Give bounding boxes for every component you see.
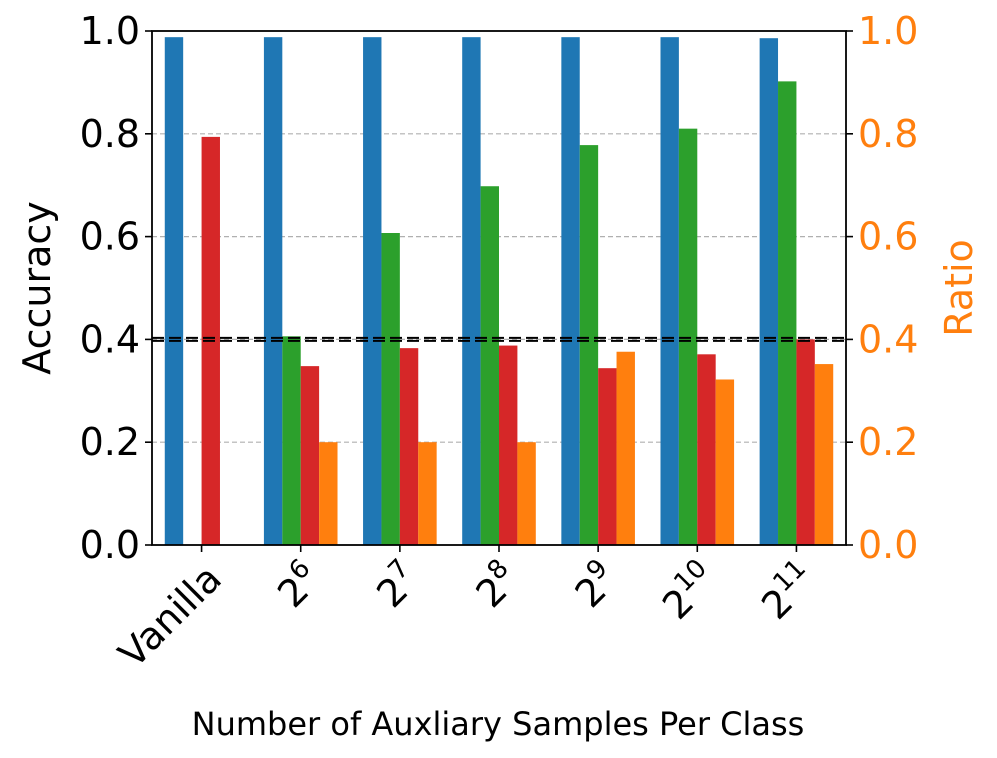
y-right-tick-label: 0.8	[858, 112, 918, 156]
bar-red	[300, 366, 320, 545]
y-right-tick-label: 1.0	[858, 9, 918, 53]
bar-orange	[616, 351, 635, 545]
y-tick-label: 0.4	[80, 317, 140, 361]
x-axis-ticks: Vanilla 26 27 28 29 210 211	[110, 545, 824, 676]
x-axis-label: Number of Auxliary Samples Per Class	[192, 705, 805, 743]
y-tick-label: 0.0	[80, 523, 140, 567]
y-right-tick-label: 0.4	[858, 317, 918, 361]
y-tick-label: 0.2	[80, 420, 140, 464]
y-axis-label: Accuracy	[15, 201, 59, 375]
bar-blue	[660, 37, 679, 545]
y-axis-right-label: Ratio	[937, 239, 981, 337]
x-tick-label: Vanilla	[110, 556, 230, 676]
bar-green	[579, 145, 599, 545]
x-tick-label: 210	[651, 553, 725, 627]
bar-red	[796, 339, 815, 545]
bar-red	[697, 354, 716, 545]
y-right-tick-label: 0.6	[858, 215, 918, 259]
y-axis-right-ticks: 0.0 0.2 0.4 0.6 0.8 1.0	[846, 9, 918, 567]
bar-red	[399, 348, 419, 545]
bar-blue	[561, 37, 580, 545]
y-right-tick-label: 0.0	[858, 523, 918, 567]
y-right-tick-label: 0.2	[858, 420, 918, 464]
bar-green	[678, 128, 698, 545]
x-tick-label: 27	[365, 553, 428, 616]
bar-green	[480, 186, 499, 545]
bar-orange	[517, 442, 536, 545]
y-axis-left-ticks: 0.0 0.2 0.4 0.6 0.8 1.0	[80, 9, 152, 567]
x-tick-label: 211	[750, 553, 824, 627]
bar-orange	[715, 379, 735, 545]
x-tick-label: 26	[266, 553, 329, 616]
bar-orange	[319, 442, 338, 545]
reference-lines	[152, 336, 846, 342]
bar-orange	[814, 364, 834, 545]
bar-blue	[164, 37, 184, 545]
bar-green	[381, 233, 400, 545]
y-tick-label: 0.8	[80, 112, 140, 156]
y-tick-label: 0.6	[80, 215, 140, 259]
y-tick-label: 1.0	[80, 9, 140, 53]
bar-red	[598, 368, 617, 545]
bars	[164, 37, 834, 546]
bar-red	[499, 345, 518, 545]
bar-blue	[462, 37, 481, 545]
bar-orange	[418, 442, 437, 545]
bar-blue	[363, 37, 382, 545]
x-tick-label: 28	[465, 553, 528, 616]
x-tick-label: 29	[564, 553, 627, 616]
bar-green	[778, 81, 797, 545]
bar-green	[282, 336, 301, 545]
bar-blue	[759, 38, 779, 546]
bar-blue	[263, 37, 283, 545]
